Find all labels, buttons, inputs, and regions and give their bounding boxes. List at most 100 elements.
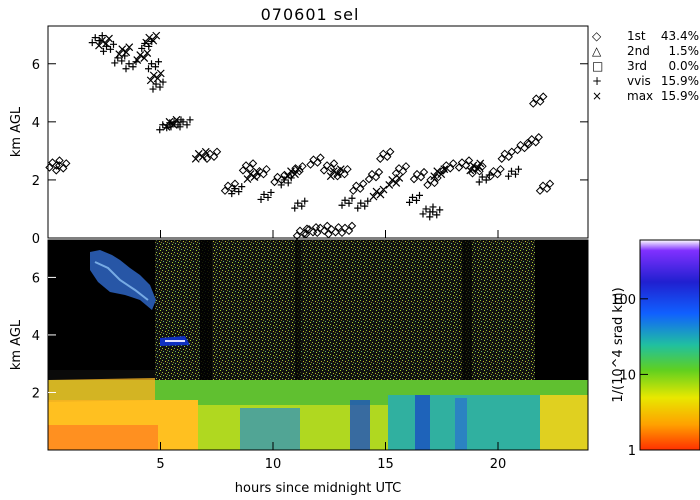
- diamond-marker: [386, 147, 395, 156]
- plus-marker: [409, 193, 416, 201]
- diamond-marker: [320, 226, 329, 236]
- colorbar-tick-label: 10: [619, 368, 636, 383]
- diamond-marker: [313, 158, 322, 167]
- cross-marker: [476, 159, 485, 168]
- diamond-marker: [333, 171, 342, 181]
- diamond-marker: [238, 166, 248, 175]
- diamond-marker: [454, 163, 464, 172]
- top-y-tick-label: 4: [32, 116, 40, 131]
- plus-marker: [515, 165, 522, 173]
- bottom-y-tick-label: 2: [32, 386, 40, 401]
- legend-value: 15.9%: [661, 89, 699, 103]
- diamond-marker: [394, 164, 404, 173]
- cross-marker: [287, 167, 295, 176]
- cross-marker: [243, 175, 252, 184]
- diamond-marker: [527, 135, 536, 144]
- plus-marker: [110, 40, 117, 48]
- cross-marker: [198, 152, 207, 161]
- cross-marker: [115, 50, 124, 59]
- diamond-marker: [343, 164, 352, 174]
- plus-marker: [508, 167, 515, 175]
- cross-marker: [379, 185, 388, 194]
- plus-marker: [436, 206, 444, 214]
- diamond-marker: [516, 140, 525, 150]
- bottom-plot-area: [47, 239, 589, 451]
- diamond-marker: [535, 186, 545, 195]
- diamond-marker: [52, 161, 61, 170]
- cross-marker: [473, 164, 482, 173]
- cross-marker: [149, 71, 158, 80]
- plus-marker: [156, 83, 164, 91]
- plus-marker: [433, 211, 441, 219]
- plus-marker: [482, 176, 490, 184]
- legend-symbol: ×: [592, 89, 602, 103]
- cross-marker: [145, 33, 154, 42]
- cross-marker: [246, 170, 255, 179]
- plus-marker: [228, 190, 236, 198]
- colorbar: 1 10 100 1/(10^4 srad km): [611, 239, 700, 459]
- diamond-marker: [542, 184, 552, 193]
- diamond-marker: [334, 223, 343, 232]
- cross-marker: [469, 161, 478, 170]
- cross-marker: [105, 34, 113, 43]
- diamond-marker: [500, 149, 509, 158]
- colorbar-tick-label: 100: [611, 293, 636, 308]
- cross-marker: [253, 168, 262, 177]
- plus-marker: [152, 63, 159, 71]
- chart-title: 070601 sel: [261, 5, 360, 24]
- legend-label: 3rd: [627, 59, 647, 73]
- diamond-marker: [313, 228, 322, 238]
- cross-marker: [191, 154, 200, 163]
- diamond-marker: [55, 156, 64, 165]
- diamond-marker: [475, 167, 484, 176]
- cross-marker: [162, 122, 171, 131]
- plus-marker: [111, 59, 119, 67]
- plus-marker: [478, 173, 486, 181]
- x-axis-label: hours since midnight UTC: [235, 481, 401, 496]
- plus-marker: [235, 188, 243, 196]
- diamond-marker: [529, 99, 538, 108]
- cross-marker: [395, 173, 404, 182]
- cross-marker: [430, 172, 439, 181]
- diamond-marker: [223, 181, 233, 190]
- diamond-marker: [319, 166, 329, 175]
- diamond-marker: [262, 164, 271, 174]
- plus-marker: [149, 85, 157, 93]
- diamond-marker: [62, 159, 71, 168]
- diamond-marker: [331, 228, 340, 237]
- plus-marker: [475, 178, 483, 186]
- bottom-panel: 2 4 6 5 10 15 20 km AGL hours since midnight U…: [9, 239, 589, 496]
- cross-marker: [142, 38, 151, 47]
- diamond-marker: [464, 156, 474, 165]
- diamond-marker: [430, 178, 439, 188]
- diamond-marker: [336, 166, 345, 176]
- diamond-marker: [379, 149, 388, 158]
- cross-marker: [388, 175, 397, 184]
- diamond-marker: [324, 230, 333, 239]
- plus-marker: [291, 204, 299, 212]
- legend-symbol: ◇: [592, 29, 602, 43]
- legend-value: 43.4%: [661, 29, 699, 43]
- cross-marker: [156, 69, 165, 78]
- diamond-marker: [299, 229, 309, 238]
- diamond-marker: [426, 175, 435, 185]
- diamond-marker: [309, 155, 318, 164]
- diamond-marker: [323, 221, 332, 231]
- plus-marker: [338, 201, 346, 209]
- plus-marker: [183, 121, 191, 129]
- cross-marker: [369, 192, 378, 201]
- diamond-marker: [409, 174, 419, 184]
- diamond-marker: [356, 184, 365, 193]
- cross-marker: [194, 149, 203, 158]
- plus-marker: [422, 205, 430, 213]
- plus-marker: [406, 198, 413, 206]
- diamond-marker: [367, 169, 377, 179]
- diamond-marker: [359, 179, 368, 188]
- diamond-marker: [52, 166, 61, 175]
- cross-marker: [165, 117, 174, 126]
- diamond-marker: [306, 160, 315, 169]
- legend-symbol: □: [592, 59, 603, 73]
- plus-marker: [155, 58, 162, 66]
- cross-marker: [122, 48, 131, 57]
- plus-marker: [284, 179, 292, 187]
